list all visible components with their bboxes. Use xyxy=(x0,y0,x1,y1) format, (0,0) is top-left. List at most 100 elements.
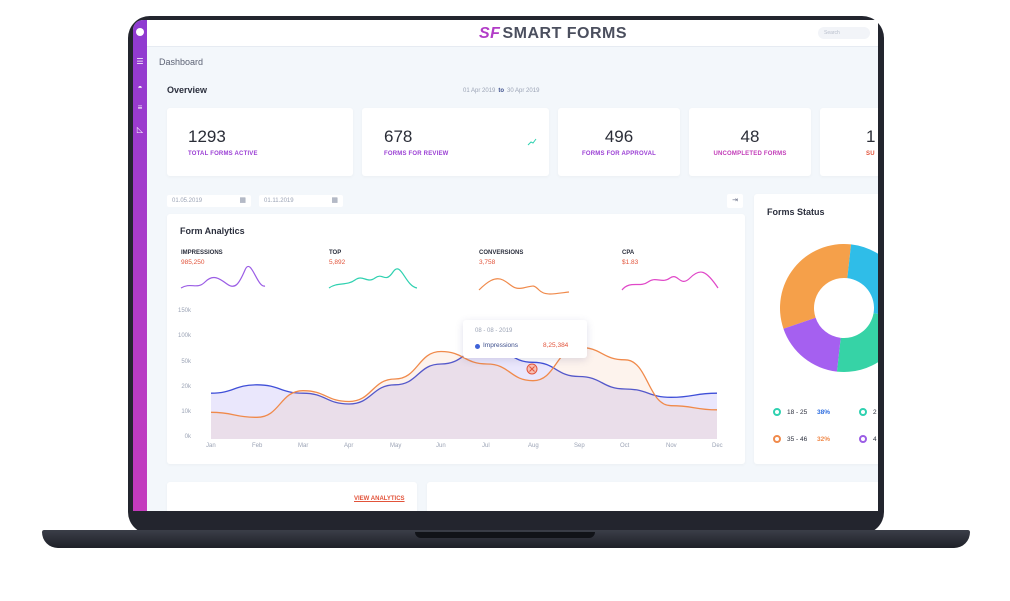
x-tick-label: Jan xyxy=(206,443,216,449)
breadcrumb: Dashboard xyxy=(159,57,204,67)
view-analytics-link[interactable]: VIEW ANALYTICS xyxy=(354,496,405,502)
y-tick-label: 10k xyxy=(181,409,191,415)
sidebar: ☰ ◓ ≡ ◺ xyxy=(133,20,147,511)
bottom-card-right xyxy=(427,482,878,511)
sparkline-impressions xyxy=(180,266,266,289)
x-tick-label: Oct xyxy=(620,443,630,449)
stat-label: FORMS FOR REVIEW xyxy=(384,151,449,157)
tooltip-series: Impressions xyxy=(483,342,519,349)
date-from: 01 Apr 2019 xyxy=(463,88,496,94)
form-analytics-title: Form Analytics xyxy=(180,226,245,236)
y-tick-label: 0k xyxy=(184,434,191,440)
series-dot-icon xyxy=(475,344,480,349)
topbar: SF SMART FORMS Search xyxy=(147,20,878,47)
kpi-impressions-value: 985,250 xyxy=(181,259,205,266)
x-tick-label: Nov xyxy=(666,443,677,449)
x-tick-label: Sep xyxy=(574,443,585,449)
series-line-0 xyxy=(210,346,718,405)
sparkline-cpa xyxy=(621,271,719,291)
forms-status-title: Forms Status xyxy=(767,207,825,217)
legend-pct: 32% xyxy=(817,436,831,443)
x-tick-label: Feb xyxy=(252,443,263,449)
x-tick-label: Mar xyxy=(298,443,309,449)
date-from-field[interactable]: 01.05.2019 ▦ xyxy=(167,195,251,207)
chart-crosshair-marker-icon xyxy=(526,363,538,375)
kpi-conversions-label: CONVERSIONS xyxy=(479,250,524,256)
legend-ring-icon xyxy=(773,408,781,416)
stat-label: TOTAL FORMS ACTIVE xyxy=(188,151,258,157)
stat-card-total-forms[interactable]: 1293 TOTAL FORMS ACTIVE xyxy=(167,108,353,176)
legend-range: 35 - 46 xyxy=(787,436,808,443)
legend-pct: 38% xyxy=(817,409,831,416)
overview-title: Overview xyxy=(167,85,208,95)
laptop-notch xyxy=(415,532,595,538)
stat-card-uncompleted[interactable]: 48 UNCOMPLETED FORMS xyxy=(689,108,811,176)
brand-mark: SF xyxy=(479,25,501,42)
kpi-cpa-label: CPA xyxy=(622,250,635,256)
legend-range: 4 xyxy=(873,436,877,443)
search-input[interactable]: Search xyxy=(818,27,870,39)
stat-card-partial[interactable]: 1 SU xyxy=(820,108,878,176)
legend-range: 18 - 25 xyxy=(787,409,808,416)
x-tick-label: Jun xyxy=(436,443,446,449)
date-from-value: 01.05.2019 xyxy=(172,198,203,204)
y-tick-label: 150k xyxy=(177,308,191,314)
date-to-value: 01.11.2019 xyxy=(264,198,294,204)
kpi-top-label: TOP xyxy=(329,250,342,256)
stat-label: FORMS FOR APPROVAL xyxy=(582,151,656,157)
donut-slice-1 xyxy=(847,244,878,314)
brand-logo: SF SMART FORMS xyxy=(479,25,627,43)
stat-card-approval[interactable]: 496 FORMS FOR APPROVAL xyxy=(558,108,680,176)
series-area-0 xyxy=(211,347,717,439)
legend-range: 2 xyxy=(873,409,877,416)
overview-date-range: 01 Apr 2019 to 30 Apr 2019 xyxy=(463,88,539,94)
dashboard-icon[interactable]: ◓ xyxy=(137,83,143,92)
kpi-conversions-value: 3,758 xyxy=(479,259,496,266)
kpi-impressions-label: IMPRESSIONS xyxy=(181,250,223,256)
donut-slice-0 xyxy=(780,243,852,329)
y-tick-label: 50k xyxy=(181,359,191,365)
stat-value: 1293 xyxy=(188,127,226,146)
y-tick-label: 100k xyxy=(177,333,191,339)
laptop-base xyxy=(42,530,970,548)
date-to-field[interactable]: 01.11.2019 ▦ xyxy=(259,195,343,207)
legend-ring-icon xyxy=(773,435,781,443)
stat-label: UNCOMPLETED FORMS xyxy=(713,151,787,157)
export-button[interactable]: ⇥ xyxy=(727,194,743,208)
x-tick-label: Aug xyxy=(528,443,539,449)
trend-up-icon xyxy=(527,138,537,146)
calendar-icon: ▦ xyxy=(331,197,338,204)
legend-ring-icon xyxy=(859,435,867,443)
list-icon[interactable]: ≡ xyxy=(137,103,143,112)
stat-label: SU xyxy=(866,151,875,157)
forms-status-donut xyxy=(780,243,878,372)
brand-name: SMART FORMS xyxy=(502,25,628,42)
y-tick-label: 20k xyxy=(181,384,191,390)
donut-slice-3 xyxy=(783,317,841,372)
legend-ring-icon xyxy=(859,408,867,416)
calendar-icon: ▦ xyxy=(239,197,246,204)
export-icon: ⇥ xyxy=(732,197,738,204)
app-screen: ☰ ◓ ≡ ◺ SF SMART FORMS Search Dashboard O… xyxy=(133,20,878,511)
donut-slice-2 xyxy=(836,313,878,372)
bottom-card-left xyxy=(167,482,417,511)
stat-value: 48 xyxy=(740,127,760,146)
menu-icon[interactable]: ☰ xyxy=(136,57,144,66)
kpi-cpa-value: $1.83 xyxy=(622,259,639,266)
date-to: 30 Apr 2019 xyxy=(507,88,540,94)
series-area-1 xyxy=(211,347,717,439)
x-tick-label: Dec xyxy=(712,443,723,449)
x-tick-label: Jul xyxy=(482,443,490,449)
date-to-word: to xyxy=(498,88,505,94)
stat-value: 496 xyxy=(604,127,634,146)
tooltip-value: 8,25,384 xyxy=(543,342,569,349)
x-tick-label: May xyxy=(390,443,402,449)
chart-icon[interactable]: ◺ xyxy=(136,125,144,134)
chart-tooltip: 08 - 08 - 2019 Impressions 8,25,384 xyxy=(463,320,587,358)
stat-card-review[interactable]: 678 FORMS FOR REVIEW xyxy=(362,108,549,176)
forms-status-card: Forms Status 18 - 25 38% 35 - 46 32% 2 4 xyxy=(754,194,878,464)
app-logo-icon xyxy=(136,28,144,36)
tooltip-date: 08 - 08 - 2019 xyxy=(475,328,513,334)
form-analytics-card: Form Analytics IMPRESSIONS 985,250 TOP 5… xyxy=(167,214,745,464)
x-tick-label: Apr xyxy=(344,443,354,449)
